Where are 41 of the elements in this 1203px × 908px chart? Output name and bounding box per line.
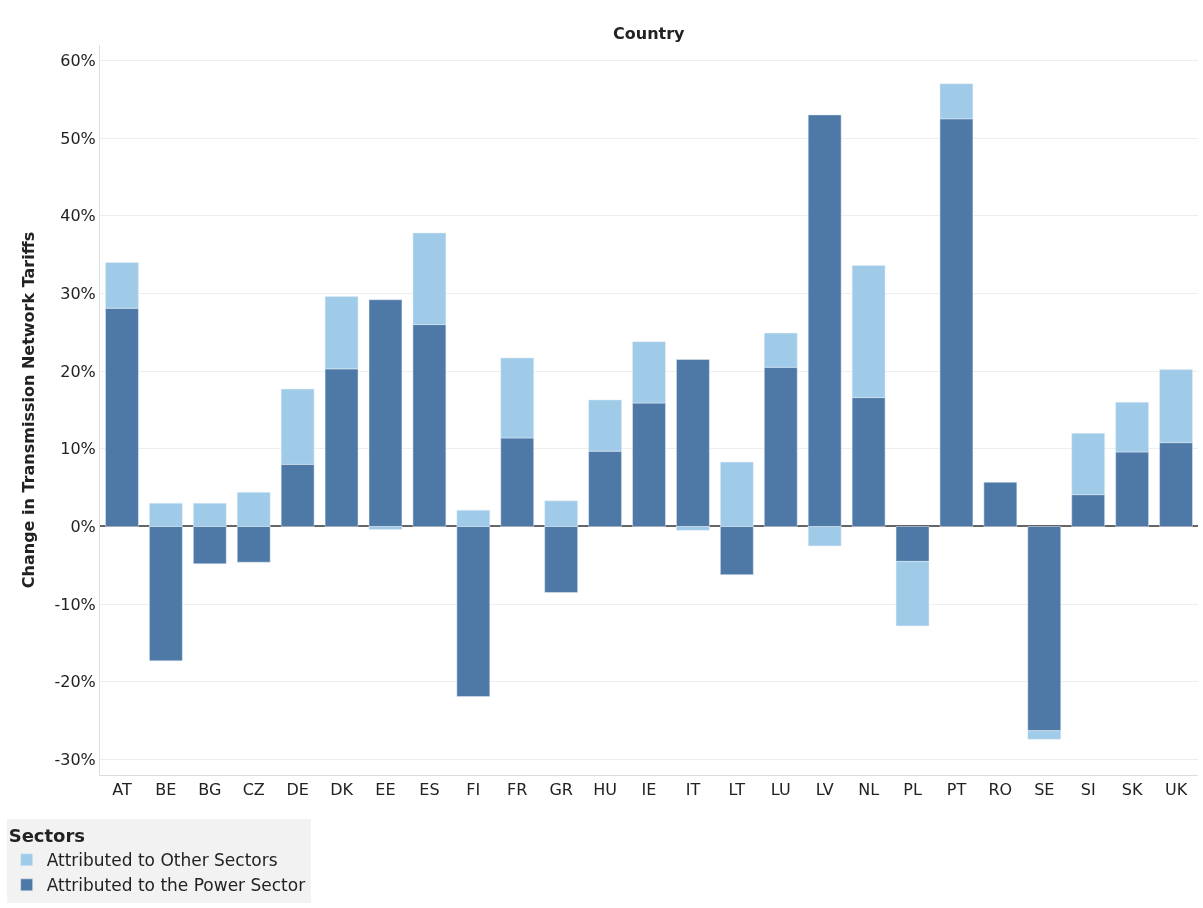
- y-tick-label: 40%: [60, 206, 96, 226]
- x-tick-label: FI: [466, 780, 481, 800]
- bar: [983, 481, 1018, 527]
- x-tick-label: LU: [770, 780, 791, 800]
- x-tick-label: SE: [1034, 780, 1055, 800]
- y-tick-label: -10%: [54, 594, 96, 614]
- legend-label: Attributed to the Power Sector: [46, 875, 306, 896]
- x-tick-label: SK: [1121, 780, 1143, 800]
- x-tick-label: UK: [1164, 780, 1188, 800]
- x-tick-label: LT: [728, 780, 746, 800]
- y-tick-label: -20%: [54, 672, 96, 692]
- x-tick-label: EE: [375, 780, 396, 800]
- legend-title: Sectors: [8, 825, 86, 847]
- x-tick-label: IT: [685, 780, 701, 800]
- x-tick-label: GR: [549, 780, 573, 800]
- x-tick-label: HU: [593, 780, 617, 800]
- x-tick-label: SI: [1080, 780, 1096, 800]
- x-tick-label: DK: [330, 780, 354, 800]
- x-tick-label: DE: [286, 780, 309, 800]
- x-tick-label: ES: [419, 780, 440, 800]
- x-tick-label: PT: [946, 780, 967, 800]
- y-tick-label: 0%: [70, 517, 96, 537]
- y-tick-label: 30%: [60, 284, 96, 304]
- x-tick-label: PL: [903, 780, 922, 800]
- y-tick-label: -30%: [54, 750, 96, 770]
- x-tick-label: LV: [815, 780, 834, 800]
- x-tick-label: RO: [988, 780, 1013, 800]
- x-tick-label: AT: [112, 780, 132, 800]
- x-tick-label: BE: [155, 780, 177, 800]
- y-tick-label: 10%: [60, 439, 96, 459]
- y-axis-title: Change in Transmission Network Tariffs: [19, 231, 39, 589]
- x-tick-label: BG: [198, 780, 222, 800]
- y-tick-label: 60%: [60, 51, 96, 71]
- y-tick-label: 50%: [60, 128, 96, 148]
- x-tick-label: CZ: [242, 780, 265, 800]
- x-tick-label: FR: [507, 780, 528, 800]
- x-tick-label: NL: [858, 780, 880, 800]
- y-tick-label: 20%: [60, 361, 96, 381]
- legend-label: Attributed to Other Sectors: [46, 850, 278, 871]
- x-tick-label: IE: [641, 780, 657, 800]
- x-axis-title: Country: [613, 24, 686, 43]
